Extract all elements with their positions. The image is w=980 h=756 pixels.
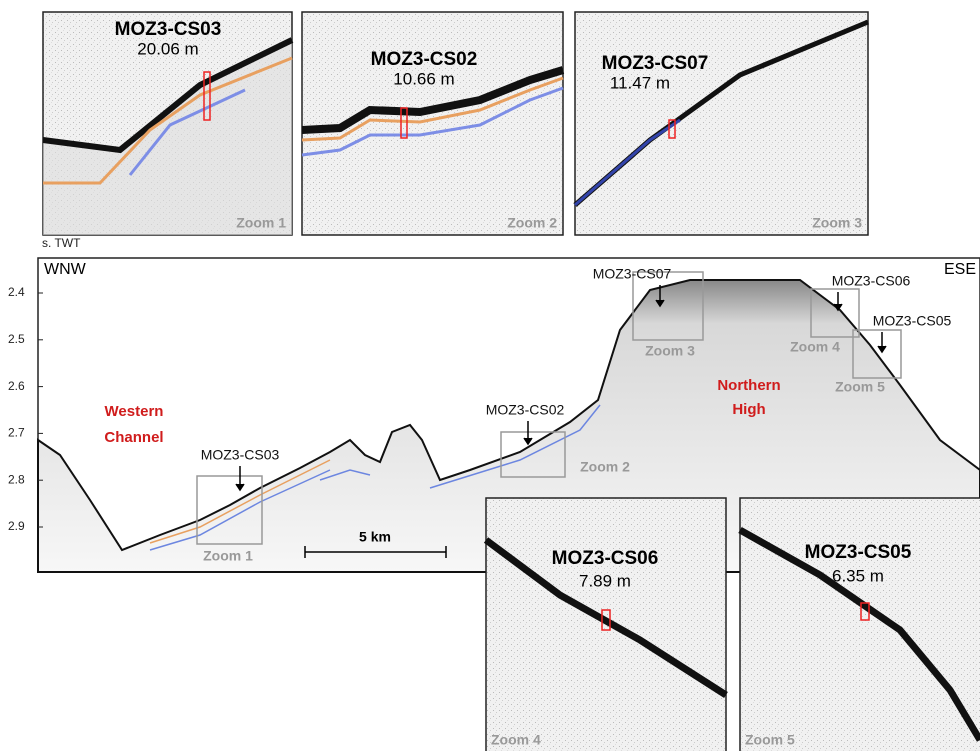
zoom-label: Zoom 3 <box>645 343 695 359</box>
zoom-label: Zoom 3 <box>812 215 862 231</box>
zoom-panel: MOZ3-CS05 6.35 m Zoom 5 <box>740 498 980 751</box>
region-label: Channel <box>104 429 163 446</box>
panel-title: MOZ3-CS05 <box>805 542 912 563</box>
y-tick-label: 2.7 <box>8 426 25 440</box>
panel-length: 20.06 m <box>137 39 198 58</box>
zoom-label: Zoom 2 <box>507 215 557 231</box>
figure: s. TWT WNW ESE Western Channel Northern … <box>0 0 980 751</box>
core-label: MOZ3-CS07 <box>593 266 672 282</box>
zoom-label: Zoom 2 <box>580 459 630 475</box>
zoom-label: Zoom 4 <box>491 732 541 748</box>
core-label: MOZ3-CS05 <box>873 313 952 329</box>
zoom-label: Zoom 4 <box>790 339 840 355</box>
zoom-panel: MOZ3-CS06 7.89 m Zoom 4 <box>486 498 726 751</box>
zoom-label: Zoom 5 <box>745 732 795 748</box>
direction-left: WNW <box>44 261 87 278</box>
zoom-label: Zoom 1 <box>203 548 253 564</box>
y-axis-label: s. TWT <box>42 236 81 250</box>
core-label: MOZ3-CS02 <box>486 402 565 418</box>
panel-length: 11.47 m <box>610 73 670 92</box>
panel-length: 6.35 m <box>832 566 884 585</box>
y-tick-label: 2.6 <box>8 379 25 393</box>
region-label: Western <box>105 403 164 420</box>
y-tick-label: 2.9 <box>8 519 25 533</box>
zoom-label: Zoom 5 <box>835 379 885 395</box>
panel-title: MOZ3-CS02 <box>371 49 478 70</box>
panel-length: 7.89 m <box>579 571 631 590</box>
y-tick-label: 2.8 <box>8 472 25 486</box>
core-label: MOZ3-CS03 <box>201 447 280 463</box>
zoom-panel: MOZ3-CS03 20.06 m Zoom 1 <box>43 12 292 235</box>
region-label: High <box>732 401 765 418</box>
core-label: MOZ3-CS06 <box>832 273 911 289</box>
zoom-label: Zoom 1 <box>236 215 286 231</box>
zoom-panel: MOZ3-CS02 10.66 m Zoom 2 <box>302 12 563 235</box>
panel-length: 10.66 m <box>393 69 454 88</box>
panel-title: MOZ3-CS06 <box>552 548 659 569</box>
y-tick-label: 2.4 <box>8 285 25 299</box>
scale-bar-label: 5 km <box>359 529 391 545</box>
panel-title: MOZ3-CS07 <box>602 53 709 74</box>
panel-title: MOZ3-CS03 <box>115 19 222 40</box>
y-tick-label: 2.5 <box>8 332 25 346</box>
direction-right: ESE <box>944 261 976 278</box>
zoom-panel: MOZ3-CS07 11.47 m Zoom 3 <box>575 12 868 235</box>
region-label: Northern <box>717 377 780 394</box>
